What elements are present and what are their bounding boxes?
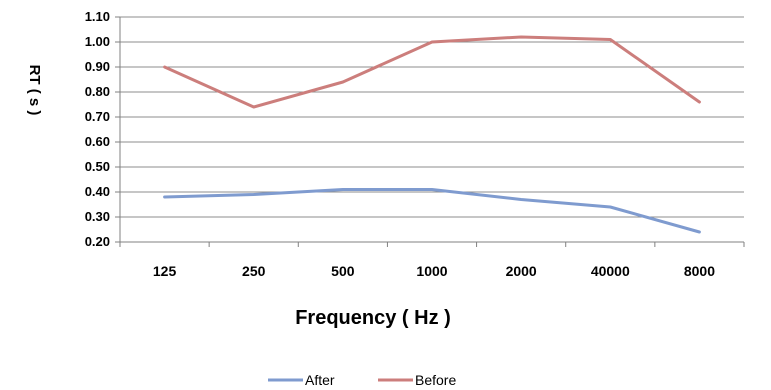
legend: After Before xyxy=(268,372,456,388)
legend-item-after: After xyxy=(268,372,335,388)
y-tick-label: 1.10 xyxy=(85,9,110,24)
y-axis-label: RT ( s ) xyxy=(26,65,43,116)
series-line-after xyxy=(163,188,701,234)
legend-label: After xyxy=(305,372,335,388)
x-tick-label: 1000 xyxy=(416,263,447,279)
series-lines xyxy=(163,35,701,234)
y-tick-label: 0.20 xyxy=(85,234,110,249)
x-tick-label: 500 xyxy=(331,263,355,279)
x-tick-label: 8000 xyxy=(684,263,715,279)
y-tick-label: 0.90 xyxy=(85,59,110,74)
x-tick-label: 40000 xyxy=(591,263,630,279)
x-axis-label: Frequency ( Hz ) xyxy=(295,307,451,329)
x-tick-label: 250 xyxy=(242,263,266,279)
y-tick-label: 0.40 xyxy=(85,184,110,199)
axes xyxy=(119,17,744,243)
gridlines xyxy=(120,16,744,218)
x-axis-ticks: 125 250 500 1000 2000 40000 8000 xyxy=(119,242,745,279)
x-tick-label: 125 xyxy=(153,263,177,279)
y-tick-label: 0.70 xyxy=(85,109,110,124)
y-tick-label: 0.60 xyxy=(85,134,110,149)
legend-item-before: Before xyxy=(378,372,456,388)
y-axis-ticks: 0.20 0.30 0.40 0.50 0.60 0.70 0.80 0.90 1.00 1.10 xyxy=(85,9,120,249)
y-tick-label: 1.00 xyxy=(85,34,110,49)
x-tick-label: 2000 xyxy=(506,263,537,279)
y-tick-label: 0.30 xyxy=(85,209,110,224)
y-tick-label: 0.50 xyxy=(85,159,110,174)
legend-label: Before xyxy=(415,372,456,388)
series-line-before xyxy=(163,35,701,109)
y-tick-label: 0.80 xyxy=(85,84,110,99)
